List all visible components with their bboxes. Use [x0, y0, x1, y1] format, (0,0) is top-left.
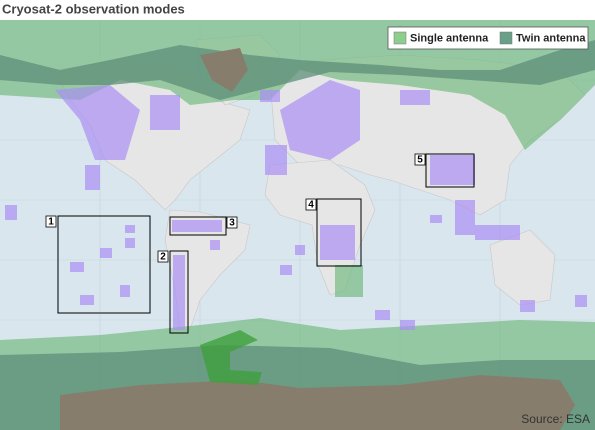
legend-label: Twin antenna: [516, 32, 586, 44]
region-label: 5: [417, 155, 423, 166]
map: [0, 20, 595, 430]
region-label: 1: [48, 217, 54, 228]
region-label: 4: [308, 200, 314, 211]
legend: Single antenna Twin antenna: [387, 26, 589, 50]
region-label: 3: [229, 218, 235, 229]
legend-swatch: [393, 31, 407, 45]
source: Source: ESA: [521, 412, 590, 426]
region-boxes: 1 2 3 4 5: [45, 153, 475, 334]
legend-swatch: [499, 31, 513, 45]
title: Cryosat-2 observation modes: [2, 1, 185, 16]
region-label: 2: [160, 252, 166, 263]
legend-label: Single antenna: [410, 32, 489, 44]
